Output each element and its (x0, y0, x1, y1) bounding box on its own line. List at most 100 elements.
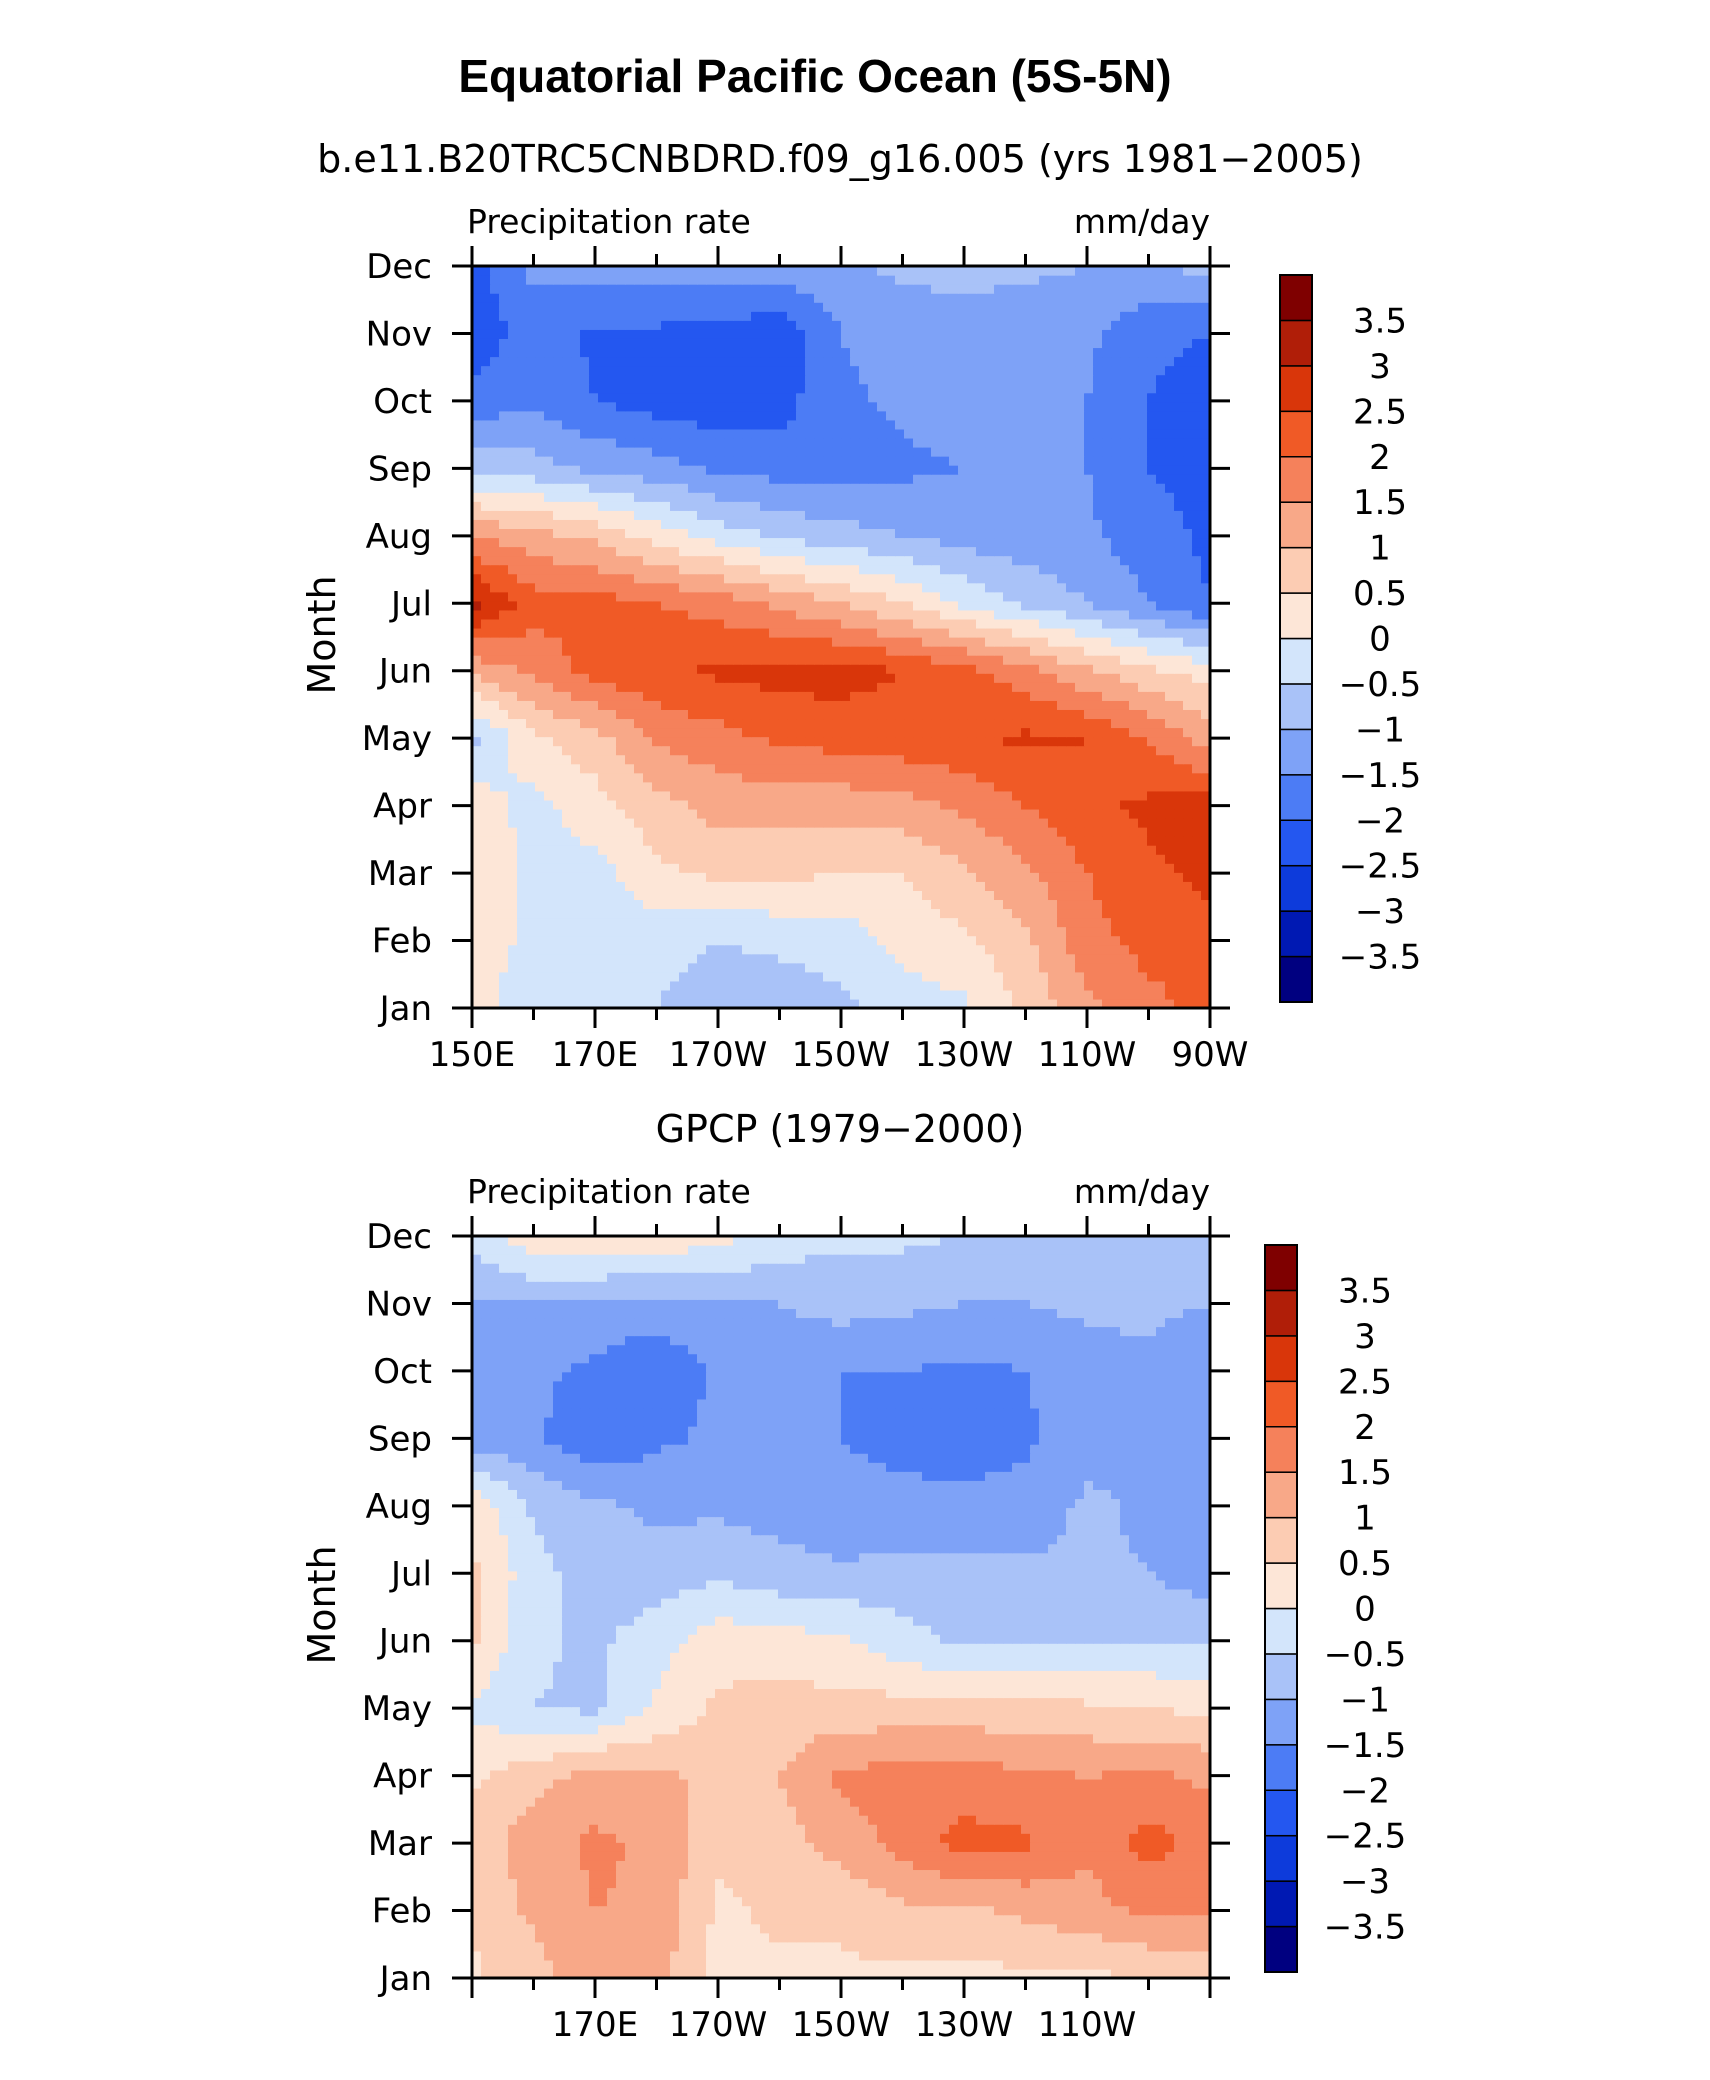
heatmap-cell (940, 935, 950, 946)
heatmap-cell (1129, 564, 1139, 575)
heatmap-cell (904, 492, 914, 502)
heatmap-cell (1066, 989, 1076, 1000)
heatmap-cell (562, 673, 572, 683)
heatmap-cell (1048, 655, 1058, 665)
heatmap-cell (1147, 528, 1157, 539)
heatmap-cell (841, 790, 851, 801)
heatmap-cell (742, 618, 752, 629)
heatmap-cell (868, 673, 878, 683)
heatmap-cell (562, 926, 572, 937)
heatmap-cell (616, 763, 626, 774)
heatmap-cell (1147, 600, 1157, 611)
heatmap-cell (553, 582, 563, 593)
heatmap-cell (1021, 564, 1031, 575)
heatmap-cell (1183, 510, 1193, 520)
heatmap-cell (841, 519, 851, 530)
heatmap-cell (931, 456, 941, 466)
heatmap-cell (1030, 790, 1040, 801)
heatmap-cell (1012, 854, 1022, 864)
heatmap-cell (706, 627, 716, 638)
heatmap-cell (1093, 456, 1103, 466)
heatmap-cell (1039, 799, 1049, 810)
heatmap-cell (859, 718, 869, 729)
heatmap-cell (670, 727, 680, 738)
heatmap-cell (832, 763, 842, 774)
heatmap-cell (1120, 944, 1130, 955)
heatmap-cell (1183, 637, 1193, 647)
heatmap-cell (877, 664, 887, 674)
heatmap-cell (1057, 881, 1067, 891)
heatmap-cell (778, 727, 788, 738)
heatmap-cell (580, 998, 590, 1009)
heatmap-cell (571, 962, 581, 973)
heatmap-cell (850, 781, 860, 792)
heatmap-cell (850, 456, 860, 466)
heatmap-cell (841, 646, 851, 656)
heatmap-cell (1138, 890, 1148, 901)
heatmap-cell (994, 655, 1004, 665)
heatmap-cell (931, 655, 941, 665)
heatmap-cell (589, 944, 599, 955)
heatmap-cell (508, 637, 518, 647)
heatmap-cell (913, 456, 923, 466)
heatmap-cell (733, 799, 743, 810)
heatmap-cell (1093, 709, 1103, 720)
heatmap-cell (508, 555, 518, 566)
heatmap-cell (1057, 745, 1067, 756)
heatmap-cell (553, 564, 563, 575)
heatmap-cell (1129, 609, 1139, 620)
heatmap-cell (1156, 546, 1166, 557)
heatmap-cell (976, 700, 986, 710)
heatmap-cell (1093, 908, 1103, 919)
heatmap-cell (670, 519, 680, 530)
heatmap-cell (868, 456, 878, 466)
heatmap-cell (868, 736, 878, 747)
heatmap-cell (904, 483, 914, 493)
heatmap-cell (589, 474, 599, 484)
heatmap-cell (1138, 817, 1148, 828)
heatmap-cell (490, 555, 500, 566)
heatmap-cell (562, 618, 572, 629)
heatmap-cell (481, 582, 491, 593)
heatmap-cell (1129, 854, 1139, 864)
heatmap-cell (598, 799, 608, 810)
heatmap-cell (526, 655, 536, 665)
heatmap-cell (679, 781, 689, 792)
heatmap-cell (859, 763, 869, 774)
heatmap-cell (1192, 926, 1202, 937)
heatmap-cell (931, 465, 941, 475)
heatmap-cell (733, 962, 743, 973)
heatmap-cell (1147, 727, 1157, 738)
heatmap-cell (814, 646, 824, 656)
heatmap-cell (670, 935, 680, 946)
heatmap-cell (607, 836, 617, 846)
heatmap-cell (499, 700, 509, 710)
heatmap-cell (922, 863, 932, 873)
heatmap-cell (706, 555, 716, 566)
heatmap-cell (841, 989, 851, 1000)
heatmap-cell (814, 971, 824, 982)
heatmap-cell (931, 709, 941, 720)
heatmap-cell (859, 745, 869, 756)
heatmap-cell (535, 935, 545, 946)
heatmap-cell (616, 908, 626, 919)
heatmap-cell (589, 845, 599, 855)
heatmap-cell (1174, 745, 1184, 756)
heatmap-cell (679, 609, 689, 620)
heatmap-cell (850, 808, 860, 819)
heatmap-cell (1093, 863, 1103, 873)
heatmap-cell (796, 845, 806, 855)
heatmap-cell (859, 845, 869, 855)
heatmap-cell (1156, 971, 1166, 982)
heatmap-cell (499, 872, 509, 882)
heatmap-cell (517, 573, 527, 584)
heatmap-cell (544, 646, 554, 656)
heatmap-cell (544, 618, 554, 629)
heatmap-cell (634, 682, 644, 692)
heatmap-cell (904, 682, 914, 692)
heatmap-cell (832, 709, 842, 720)
heatmap-cell (1057, 573, 1067, 584)
heatmap-cell (760, 483, 770, 493)
heatmap-cell (751, 799, 761, 810)
heatmap-cell (526, 709, 536, 720)
